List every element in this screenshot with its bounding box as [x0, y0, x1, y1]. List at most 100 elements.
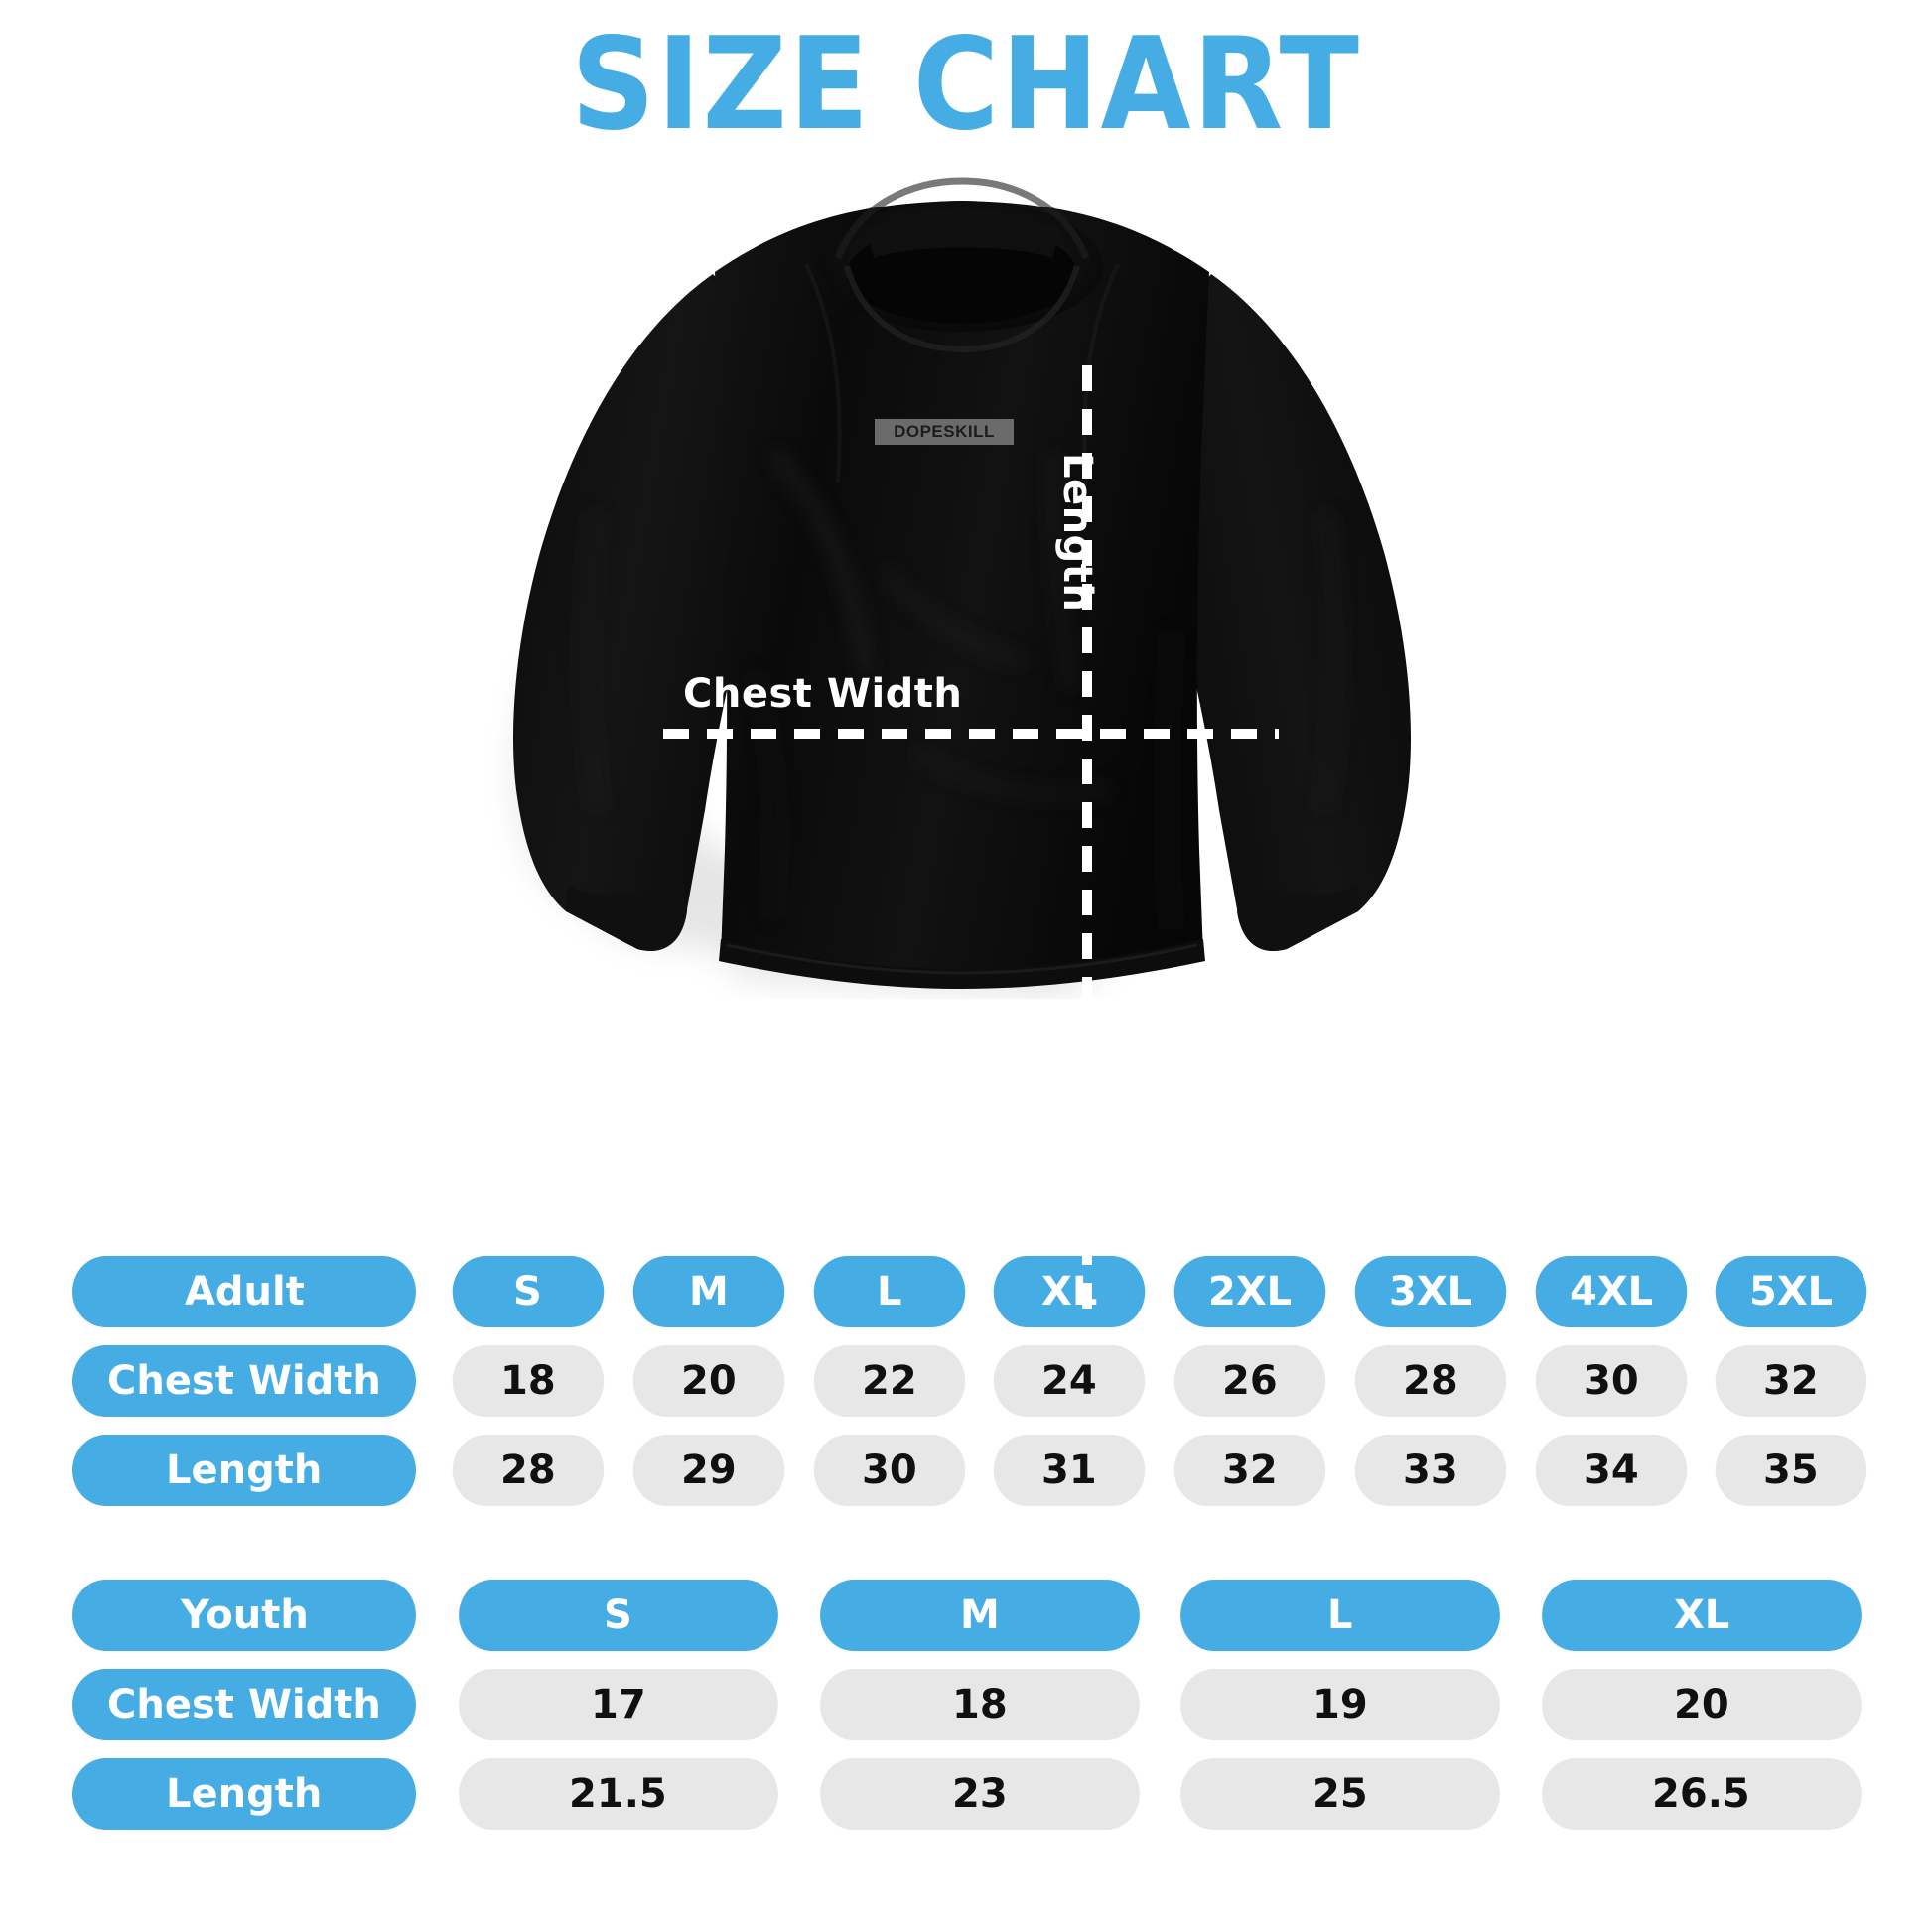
youth-length-l-text: 25 — [1311, 1771, 1368, 1817]
youth-size-l-text: L — [1327, 1592, 1353, 1638]
adult-table-title: Adult — [72, 1256, 416, 1327]
adult-chest-5xl: 32 — [1715, 1345, 1867, 1417]
adult-length-m-text: 29 — [680, 1448, 737, 1493]
adult-length-4xl: 34 — [1535, 1435, 1687, 1506]
adult-length-5xl-text: 35 — [1763, 1448, 1819, 1493]
adult-size-table: Adult S M L XL 2XL 3XL 4XL — [60, 1256, 1872, 1506]
adult-size-5xl-text: 5XL — [1749, 1269, 1834, 1314]
adult-size-l: L — [813, 1256, 965, 1327]
youth-chest-l-text: 19 — [1311, 1682, 1368, 1727]
youth-chest-m: 18 — [819, 1669, 1139, 1740]
adult-size-m: M — [632, 1256, 784, 1327]
youth-chest-l: 19 — [1180, 1669, 1500, 1740]
youth-chest-xl: 20 — [1541, 1669, 1861, 1740]
adult-size-3xl: 3XL — [1354, 1256, 1506, 1327]
youth-size-table: Youth S M L XL Chest Width 17 18 — [60, 1580, 1872, 1830]
youth-size-s-text: S — [604, 1592, 633, 1638]
youth-size-l: L — [1180, 1580, 1500, 1651]
youth-chest-width-label: Chest Width — [72, 1669, 416, 1740]
youth-chest-xl-text: 20 — [1673, 1682, 1729, 1727]
youth-chest-width-row: Chest Width 17 18 19 20 — [60, 1669, 1872, 1740]
length-guide-line — [1082, 365, 1092, 1313]
garment-illustration: DOPESKILL Chest Width Length — [0, 155, 1932, 1313]
adult-length-row: Length 28 29 30 31 32 33 34 — [60, 1435, 1872, 1506]
adult-chest-width-label: Chest Width — [72, 1345, 416, 1417]
youth-size-xl: XL — [1541, 1580, 1861, 1651]
adult-chest-l: 22 — [813, 1345, 965, 1417]
adult-length-l-text: 30 — [861, 1448, 917, 1493]
adult-size-5xl: 5XL — [1715, 1256, 1867, 1327]
youth-chest-width-label-text: Chest Width — [107, 1682, 381, 1727]
youth-length-s-text: 21.5 — [569, 1771, 668, 1817]
youth-table-title-text: Youth — [180, 1592, 309, 1638]
adult-chest-2xl-text: 26 — [1222, 1358, 1278, 1404]
adult-length-m: 29 — [632, 1435, 784, 1506]
adult-size-s-text: S — [513, 1269, 543, 1314]
adult-size-3xl-text: 3XL — [1388, 1269, 1472, 1314]
adult-chest-l-text: 22 — [861, 1358, 917, 1404]
adult-chest-width-label-text: Chest Width — [107, 1358, 381, 1404]
youth-size-xl-text: XL — [1673, 1592, 1729, 1638]
adult-length-s: 28 — [452, 1435, 605, 1506]
adult-length-4xl-text: 34 — [1583, 1448, 1639, 1493]
adult-size-l-text: L — [876, 1269, 902, 1314]
adult-length-xl: 31 — [993, 1435, 1146, 1506]
adult-length-l: 30 — [813, 1435, 965, 1506]
adult-chest-xl: 24 — [993, 1345, 1146, 1417]
youth-length-m-text: 23 — [951, 1771, 1008, 1817]
page-title: SIZE CHART — [571, 11, 1361, 159]
adult-size-4xl: 4XL — [1535, 1256, 1687, 1327]
adult-chest-3xl: 28 — [1354, 1345, 1506, 1417]
adult-chest-4xl-text: 30 — [1583, 1358, 1639, 1404]
adult-length-3xl-text: 33 — [1402, 1448, 1458, 1493]
adult-chest-xl-text: 24 — [1041, 1358, 1097, 1404]
adult-table-title-text: Adult — [184, 1269, 305, 1314]
adult-length-2xl-text: 32 — [1222, 1448, 1278, 1493]
adult-chest-m-text: 20 — [680, 1358, 737, 1404]
shirt-svg — [513, 177, 1411, 997]
adult-chest-3xl-text: 28 — [1402, 1358, 1458, 1404]
youth-table-title: Youth — [72, 1580, 416, 1651]
adult-length-label-text: Length — [166, 1448, 323, 1493]
youth-chest-m-text: 18 — [951, 1682, 1008, 1727]
adult-size-4xl-text: 4XL — [1569, 1269, 1653, 1314]
youth-length-label-text: Length — [166, 1771, 323, 1817]
adult-length-3xl: 33 — [1354, 1435, 1506, 1506]
right-cuff — [1237, 876, 1358, 952]
adult-chest-width-row: Chest Width 18 20 22 24 26 28 30 — [60, 1345, 1872, 1417]
youth-size-m-text: M — [959, 1592, 1000, 1638]
youth-header-row: Youth S M L XL — [60, 1580, 1872, 1651]
adult-length-5xl: 35 — [1715, 1435, 1867, 1506]
adult-length-label: Length — [72, 1435, 416, 1506]
youth-chest-s-text: 17 — [590, 1682, 646, 1727]
adult-chest-s-text: 18 — [500, 1358, 556, 1404]
adult-length-xl-text: 31 — [1041, 1448, 1097, 1493]
adult-header-row: Adult S M L XL 2XL 3XL 4XL — [60, 1256, 1872, 1327]
youth-length-s: 21.5 — [459, 1758, 778, 1830]
size-tables: Adult S M L XL 2XL 3XL 4XL — [0, 1256, 1932, 1830]
adult-chest-2xl: 26 — [1173, 1345, 1326, 1417]
adult-chest-s: 18 — [452, 1345, 605, 1417]
adult-length-2xl: 32 — [1173, 1435, 1326, 1506]
adult-chest-m: 20 — [632, 1345, 784, 1417]
length-label: Length — [1054, 453, 1100, 613]
brand-neck-label: DOPESKILL — [875, 419, 1014, 445]
adult-size-m-text: M — [688, 1269, 729, 1314]
youth-length-m: 23 — [819, 1758, 1139, 1830]
youth-length-xl: 26.5 — [1541, 1758, 1861, 1830]
adult-chest-4xl: 30 — [1535, 1345, 1687, 1417]
adult-size-2xl: 2XL — [1173, 1256, 1326, 1327]
shirt-image — [417, 155, 1509, 999]
youth-length-row: Length 21.5 23 25 26.5 — [60, 1758, 1872, 1830]
youth-length-l: 25 — [1180, 1758, 1500, 1830]
youth-size-m: M — [819, 1580, 1139, 1651]
adult-chest-5xl-text: 32 — [1763, 1358, 1819, 1404]
adult-size-2xl-text: 2XL — [1207, 1269, 1292, 1314]
youth-length-xl-text: 26.5 — [1651, 1771, 1750, 1817]
youth-chest-s: 17 — [459, 1669, 778, 1740]
chest-width-guide-line — [663, 729, 1279, 739]
youth-size-s: S — [459, 1580, 778, 1651]
adult-length-s-text: 28 — [500, 1448, 556, 1493]
chest-width-label: Chest Width — [683, 671, 963, 717]
left-cuff — [566, 876, 687, 952]
